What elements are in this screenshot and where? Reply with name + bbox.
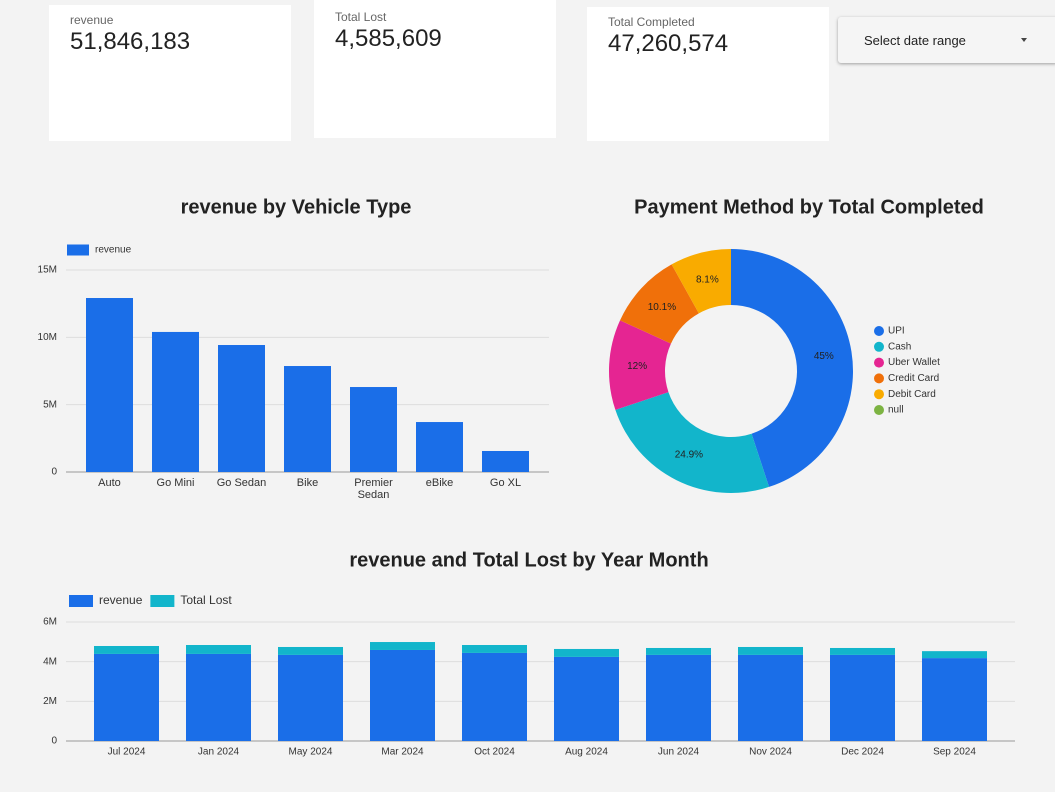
- y-tick-label: 0: [51, 736, 57, 747]
- chart-title: Payment Method by Total Completed: [634, 196, 984, 218]
- legend-label: Total Lost: [180, 593, 232, 607]
- bar-segment: [94, 645, 159, 654]
- x-tick-label: Bike: [296, 477, 319, 489]
- legend-swatch: [67, 244, 89, 256]
- bar: [482, 450, 529, 472]
- bar-segment: [738, 654, 803, 741]
- scorecard: Total Completed 47,260,574: [587, 7, 829, 141]
- legend-label: Uber Wallet: [888, 357, 940, 368]
- scorecard-value: 51,846,183: [70, 28, 191, 55]
- chart-title: revenue by Vehicle Type: [181, 196, 412, 218]
- legend-label: revenue: [99, 593, 143, 607]
- bar-segment: [462, 645, 527, 653]
- donut-slice: [620, 264, 699, 344]
- slice-label: 24.9%: [675, 450, 703, 461]
- bar-segment: [830, 647, 895, 655]
- legend-swatch: [874, 389, 884, 400]
- x-tick-label: Go Sedan: [216, 477, 267, 489]
- x-tick-label: Jun 2024: [658, 747, 700, 758]
- donut-slice: [615, 392, 770, 493]
- bar-segment: [922, 658, 987, 741]
- scorecard: revenue 51,846,183: [49, 5, 291, 141]
- legend-swatch: [69, 595, 93, 607]
- x-tick-label: Auto: [98, 477, 121, 489]
- legend-label: null: [888, 405, 904, 416]
- x-tick-label: Dec 2024: [841, 747, 884, 758]
- legend-swatch: [150, 595, 175, 607]
- bar-segment: [554, 648, 619, 657]
- y-tick-label: 15M: [38, 265, 57, 276]
- legend-swatch: [874, 326, 884, 336]
- bar: [86, 298, 133, 472]
- scorecard-label: Total Completed: [608, 15, 695, 29]
- bar: [350, 387, 397, 472]
- legend-label: Credit Card: [888, 373, 939, 384]
- slice-label: 45%: [814, 351, 834, 362]
- bar-segment: [278, 646, 343, 655]
- x-tick-label: Premier Sedan: [354, 477, 393, 501]
- x-tick-label: Nov 2024: [749, 747, 792, 758]
- scorecard-value: 47,260,574: [608, 30, 729, 57]
- x-tick-label: Sep 2024: [933, 747, 976, 758]
- scorecard-value: 4,585,609: [335, 25, 442, 52]
- bar-segment: [646, 654, 711, 741]
- scorecard-label: revenue: [70, 13, 114, 27]
- y-tick-label: 10M: [38, 332, 57, 343]
- slice-label: 10.1%: [648, 302, 676, 313]
- slice-label: 12%: [627, 361, 647, 372]
- y-tick-label: 2M: [43, 696, 57, 707]
- chart-title: revenue and Total Lost by Year Month: [349, 549, 708, 571]
- dropdown-caret: [1021, 38, 1027, 42]
- slice-label: 8.1%: [696, 275, 719, 286]
- x-tick-label: Mar 2024: [381, 747, 424, 758]
- x-tick-label: eBike: [425, 477, 454, 489]
- legend-label: Debit Card: [888, 389, 936, 400]
- date-picker-label: Select date range: [864, 33, 966, 48]
- legend-label: UPI: [888, 326, 905, 337]
- x-tick-label: Go XL: [489, 477, 522, 489]
- y-tick-label: 4M: [43, 656, 57, 667]
- bar-segment: [922, 651, 987, 659]
- bar: [416, 422, 463, 472]
- scorecard: Total Lost 4,585,609: [314, 0, 556, 138]
- scorecard-label: Total Lost: [335, 10, 387, 24]
- legend-swatch: [874, 373, 884, 384]
- bar: [218, 345, 265, 472]
- legend-label: Cash: [888, 341, 911, 352]
- bar-segment: [186, 645, 251, 654]
- x-tick-label: Oct 2024: [474, 747, 515, 758]
- y-tick-label: 6M: [43, 617, 57, 628]
- bar-segment: [278, 654, 343, 741]
- donut-slice: [731, 249, 853, 487]
- donut-slice: [608, 320, 671, 410]
- bar-segment: [94, 653, 159, 741]
- bar: [152, 331, 199, 472]
- date-range-picker[interactable]: Select date range: [838, 17, 1055, 63]
- donut-slice: [671, 249, 731, 314]
- legend-swatch: [874, 341, 884, 352]
- x-tick-label: Go Mini: [156, 477, 195, 489]
- bar-segment: [738, 646, 803, 655]
- legend-label: revenue: [95, 245, 132, 256]
- x-tick-label: May 2024: [289, 747, 333, 758]
- bar-segment: [186, 653, 251, 741]
- x-tick-label: Jul 2024: [108, 747, 146, 758]
- x-tick-label: Jan 2024: [198, 747, 240, 758]
- legend-swatch: [874, 405, 884, 415]
- x-tick-label: Aug 2024: [565, 747, 608, 758]
- bar-segment: [554, 656, 619, 741]
- y-tick-label: 5M: [43, 399, 57, 410]
- bar-segment: [462, 652, 527, 741]
- y-tick-label: 0: [51, 467, 57, 478]
- legend-swatch: [874, 357, 884, 368]
- bar-segment: [830, 654, 895, 741]
- bar-segment: [646, 647, 711, 655]
- bar-segment: [370, 649, 435, 741]
- bar-segment: [370, 642, 435, 650]
- bar: [284, 366, 331, 472]
